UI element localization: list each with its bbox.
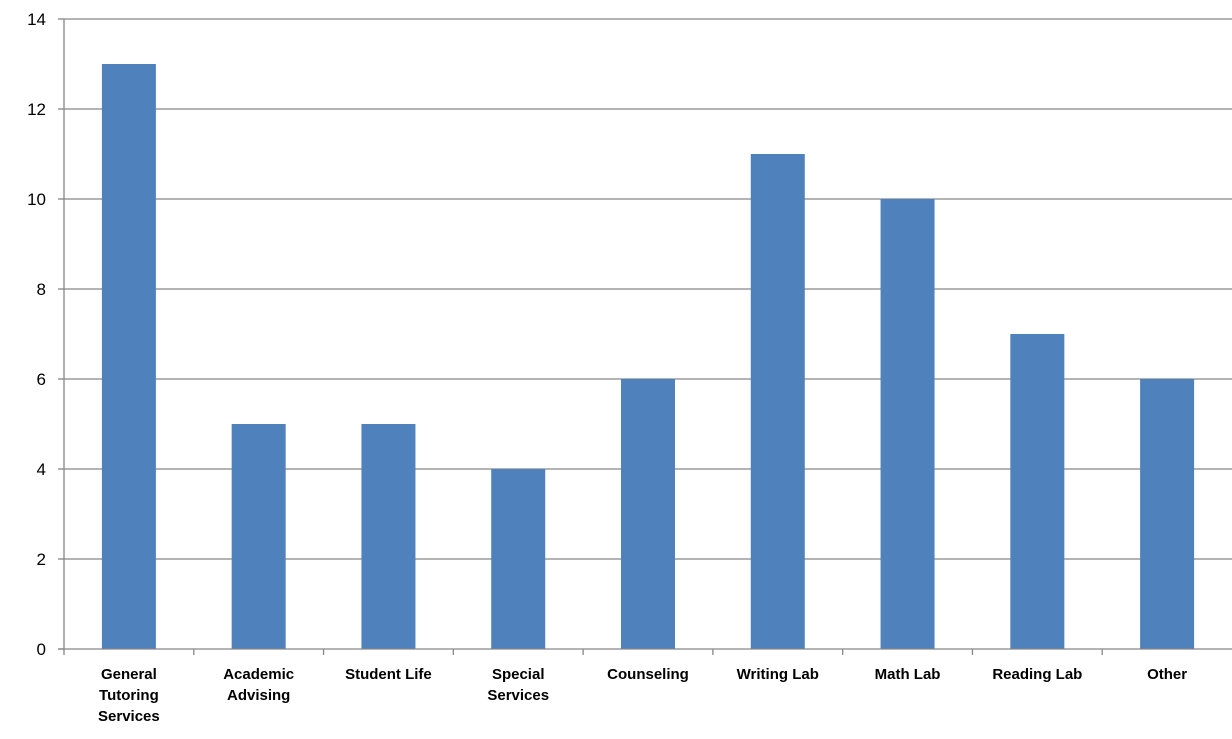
y-tick-label: 0 — [37, 640, 46, 659]
bar-6 — [880, 199, 935, 649]
x-tick-label-line: Writing Lab — [737, 666, 819, 683]
x-tick-label: Special Services — [487, 666, 549, 704]
bar-5 — [750, 154, 805, 649]
x-tick-label-line: Special — [492, 666, 545, 683]
x-tick-label-line: Services — [98, 708, 160, 725]
bar-0 — [101, 64, 156, 649]
x-tick-label: Counseling — [607, 666, 689, 683]
x-tick-label: Math Lab — [875, 666, 941, 683]
x-tick-label-line: Math Lab — [875, 666, 941, 683]
x-tick-label-line: Counseling — [607, 666, 689, 683]
x-axis-tick-labels: General Tutoring Services Academic Advising S… — [98, 666, 1187, 725]
axes — [58, 18, 1232, 655]
y-tick-label: 6 — [37, 370, 46, 389]
x-tick-label-line: Tutoring — [99, 687, 159, 704]
bar-2 — [361, 424, 416, 649]
bar-7 — [1010, 334, 1065, 649]
x-tick-label: General Tutoring Services — [98, 666, 160, 725]
x-tick-label: Academic Advising — [223, 666, 294, 704]
bar-1 — [231, 424, 286, 649]
y-tick-label: 12 — [27, 100, 46, 119]
x-tick-label-line: Other — [1147, 666, 1187, 683]
y-tick-label: 8 — [37, 280, 46, 299]
x-tick-label-line: Academic — [223, 666, 294, 683]
x-tick-label: Writing Lab — [737, 666, 819, 683]
bar-3 — [491, 469, 546, 649]
x-tick-label: Reading Lab — [992, 666, 1082, 683]
x-tick-label-line: Advising — [227, 687, 290, 704]
x-tick-label-line: Reading Lab — [992, 666, 1082, 683]
x-tick-label-line: Student Life — [345, 666, 432, 683]
y-tick-label: 4 — [37, 460, 46, 479]
bar-8 — [1140, 379, 1195, 649]
x-tick-label: Other — [1147, 666, 1187, 683]
y-tick-label: 14 — [27, 10, 46, 29]
x-tick-label: Student Life — [345, 666, 432, 683]
x-tick-label-line: Services — [487, 687, 549, 704]
y-tick-label: 2 — [37, 550, 46, 569]
bars — [101, 64, 1195, 649]
y-tick-label: 10 — [27, 190, 46, 209]
bar-4 — [621, 379, 675, 649]
x-tick-label-line: General — [101, 666, 157, 683]
y-axis-tick-labels: 0 2 4 6 8 10 12 14 — [27, 10, 46, 659]
